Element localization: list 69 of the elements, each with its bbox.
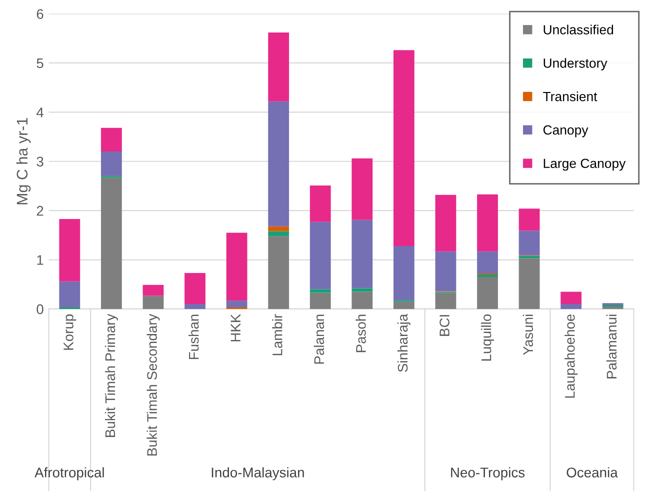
y-tick-label: 6	[36, 9, 44, 19]
x-tick-label: Yasuni	[522, 314, 534, 355]
x-tick-label: Korup	[64, 314, 76, 350]
y-tick-label: 4	[36, 108, 44, 118]
bar	[310, 185, 331, 222]
y-axis-title: Mg C ha yr-1	[16, 118, 31, 204]
x-tick-label: Sinharaja	[397, 314, 410, 372]
bar	[352, 292, 373, 309]
bar	[100, 128, 122, 152]
bar	[560, 304, 582, 309]
bar	[184, 304, 206, 309]
bar	[59, 281, 80, 308]
bar	[100, 178, 122, 309]
bar	[393, 246, 414, 300]
legend-label: Unclassified	[544, 24, 614, 34]
bar	[352, 158, 373, 220]
y-tick-label: 0	[36, 304, 44, 314]
x-tick-label: Bukit Timah Primary	[104, 314, 118, 437]
bar	[59, 218, 80, 282]
bar	[518, 230, 540, 256]
text: Afrotropical	[34, 467, 104, 480]
bar	[268, 231, 290, 236]
bar	[518, 208, 540, 231]
x-tick-label: Palanan	[314, 314, 324, 364]
bar	[226, 232, 248, 301]
bar	[310, 222, 331, 290]
bar	[518, 256, 540, 258]
x-tick-label: Fushan	[188, 314, 199, 360]
bar	[435, 251, 456, 292]
bar	[142, 296, 164, 309]
bar	[352, 288, 373, 292]
bar	[268, 32, 290, 102]
bar	[477, 251, 498, 274]
bar	[226, 300, 248, 308]
x-tick-label: HKK	[230, 314, 240, 342]
y-tick-label: 1	[37, 255, 44, 265]
y-tick-label: 2	[36, 206, 44, 216]
bar	[142, 284, 164, 296]
x-tick-label: Luquillo	[481, 314, 494, 361]
bar	[268, 236, 290, 309]
legend-label: Transient	[543, 92, 598, 102]
bar	[268, 101, 290, 226]
legend-label: Canopy	[543, 125, 588, 138]
bar	[184, 273, 206, 304]
bar	[352, 220, 373, 288]
y-tick-label: 3	[36, 156, 44, 167]
bar	[393, 302, 414, 309]
bar	[100, 152, 122, 176]
x-tick-label: BCI	[440, 315, 450, 336]
bar	[477, 276, 498, 309]
text: Neo-Tropics	[451, 467, 525, 480]
x-tick-label: Lambir	[272, 314, 282, 356]
x-tick-label: Pasoh	[356, 314, 366, 352]
bar	[477, 194, 498, 252]
bar	[393, 50, 414, 246]
legend-label: Understory	[544, 58, 608, 70]
bar	[435, 292, 456, 309]
legend-label: Large Canopy	[544, 158, 626, 171]
text: Oceania	[566, 467, 618, 478]
x-tick-label: Bukit Timah Secondary	[146, 314, 160, 456]
x-tick-label: Palamanui	[606, 314, 617, 378]
bar	[435, 194, 456, 252]
bar	[560, 292, 582, 304]
bar	[268, 226, 290, 232]
text: Indo-Malaysian	[212, 467, 304, 480]
x-tick-label: Laupahoehoe	[564, 314, 578, 398]
y-tick-label: 5	[36, 58, 44, 68]
bar	[518, 258, 540, 309]
bar	[310, 292, 331, 309]
